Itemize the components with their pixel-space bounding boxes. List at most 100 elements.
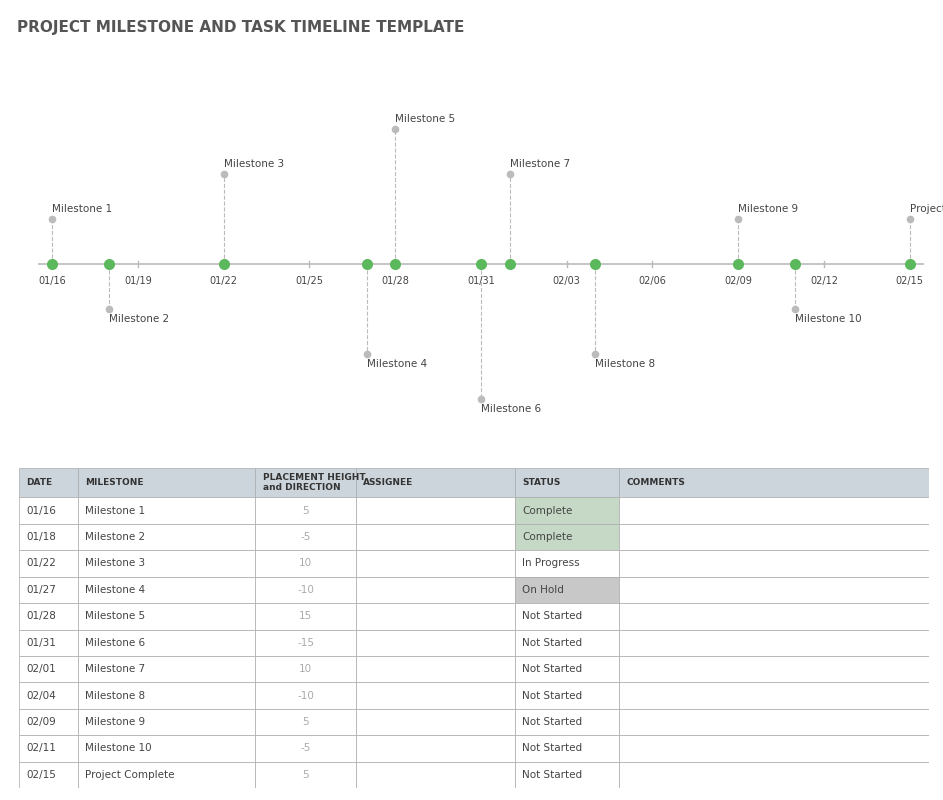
Bar: [620, 603, 929, 630]
Text: 10: 10: [299, 664, 312, 674]
Bar: [19, 630, 78, 656]
Text: 01/16: 01/16: [26, 506, 56, 516]
Text: Not Started: Not Started: [522, 690, 582, 701]
Bar: [78, 762, 256, 788]
Bar: [256, 709, 356, 735]
Bar: [515, 468, 620, 498]
Bar: [256, 656, 356, 682]
Bar: [19, 524, 78, 550]
Text: 01/25: 01/25: [295, 276, 323, 286]
Bar: [78, 524, 256, 550]
Text: Milestone 7: Milestone 7: [509, 158, 570, 169]
Text: 02/12: 02/12: [810, 276, 838, 286]
Bar: [256, 498, 356, 524]
Text: Milestone 2: Milestone 2: [109, 314, 170, 325]
Bar: [78, 656, 256, 682]
Text: Milestone 1: Milestone 1: [85, 506, 145, 516]
Bar: [78, 630, 256, 656]
Text: ASSIGNEE: ASSIGNEE: [363, 478, 413, 487]
Bar: [515, 630, 620, 656]
Text: -5: -5: [300, 743, 310, 754]
Bar: [515, 682, 620, 709]
Text: 01/28: 01/28: [26, 611, 56, 622]
Text: 15: 15: [299, 611, 312, 622]
Bar: [515, 735, 620, 762]
Bar: [78, 709, 256, 735]
Bar: [256, 550, 356, 577]
Bar: [256, 524, 356, 550]
Bar: [620, 630, 929, 656]
Bar: [19, 709, 78, 735]
Text: 02/15: 02/15: [26, 770, 56, 780]
Text: 02/04: 02/04: [26, 690, 56, 701]
Text: 01/22: 01/22: [209, 276, 238, 286]
Bar: [78, 603, 256, 630]
Bar: [356, 630, 515, 656]
Text: -10: -10: [297, 690, 314, 701]
Text: Milestone 2: Milestone 2: [85, 532, 145, 542]
Text: 01/16: 01/16: [38, 276, 66, 286]
Bar: [620, 735, 929, 762]
Bar: [256, 682, 356, 709]
Text: -5: -5: [300, 532, 310, 542]
Bar: [78, 577, 256, 603]
Text: In Progress: In Progress: [522, 558, 580, 569]
Text: 02/09: 02/09: [26, 717, 56, 727]
Bar: [19, 550, 78, 577]
Text: Not Started: Not Started: [522, 611, 582, 622]
Text: Milestone 8: Milestone 8: [85, 690, 145, 701]
Text: Milestone 5: Milestone 5: [85, 611, 145, 622]
Bar: [356, 735, 515, 762]
Text: 02/06: 02/06: [638, 276, 667, 286]
Bar: [620, 682, 929, 709]
Bar: [515, 709, 620, 735]
Text: PLACEMENT HEIGHT
and DIRECTION: PLACEMENT HEIGHT and DIRECTION: [263, 473, 365, 493]
Text: 01/19: 01/19: [124, 276, 152, 286]
Text: Not Started: Not Started: [522, 770, 582, 780]
Text: 01/27: 01/27: [26, 585, 56, 595]
Text: On Hold: On Hold: [522, 585, 564, 595]
Text: Not Started: Not Started: [522, 664, 582, 674]
Bar: [78, 735, 256, 762]
Text: 5: 5: [302, 770, 308, 780]
Text: 01/18: 01/18: [26, 532, 56, 542]
Bar: [515, 498, 620, 524]
Text: Project Complete: Project Complete: [910, 204, 943, 214]
Bar: [19, 656, 78, 682]
Bar: [620, 762, 929, 788]
Text: Not Started: Not Started: [522, 638, 582, 648]
Text: 01/31: 01/31: [26, 638, 56, 648]
Bar: [19, 735, 78, 762]
Text: -15: -15: [297, 638, 314, 648]
Text: Milestone 4: Milestone 4: [367, 359, 426, 370]
Text: MILESTONE: MILESTONE: [85, 478, 143, 487]
Bar: [78, 498, 256, 524]
Bar: [19, 577, 78, 603]
Text: 02/15: 02/15: [896, 276, 924, 286]
Bar: [620, 577, 929, 603]
Text: Complete: Complete: [522, 532, 572, 542]
Bar: [356, 498, 515, 524]
Text: Milestone 3: Milestone 3: [223, 158, 284, 169]
Bar: [515, 550, 620, 577]
Text: Milestone 4: Milestone 4: [85, 585, 145, 595]
Text: 5: 5: [302, 717, 308, 727]
Bar: [19, 603, 78, 630]
Bar: [515, 656, 620, 682]
Text: PROJECT MILESTONE AND TASK TIMELINE TEMPLATE: PROJECT MILESTONE AND TASK TIMELINE TEMP…: [17, 20, 464, 35]
Bar: [356, 468, 515, 498]
Bar: [620, 550, 929, 577]
Bar: [256, 735, 356, 762]
Bar: [78, 550, 256, 577]
Text: 01/22: 01/22: [26, 558, 56, 569]
Text: Not Started: Not Started: [522, 717, 582, 727]
Bar: [19, 498, 78, 524]
Bar: [356, 709, 515, 735]
Text: 01/31: 01/31: [467, 276, 495, 286]
Text: Milestone 9: Milestone 9: [738, 204, 799, 214]
Bar: [356, 550, 515, 577]
Text: Milestone 1: Milestone 1: [52, 204, 112, 214]
Bar: [78, 468, 256, 498]
Bar: [515, 603, 620, 630]
Bar: [19, 762, 78, 788]
